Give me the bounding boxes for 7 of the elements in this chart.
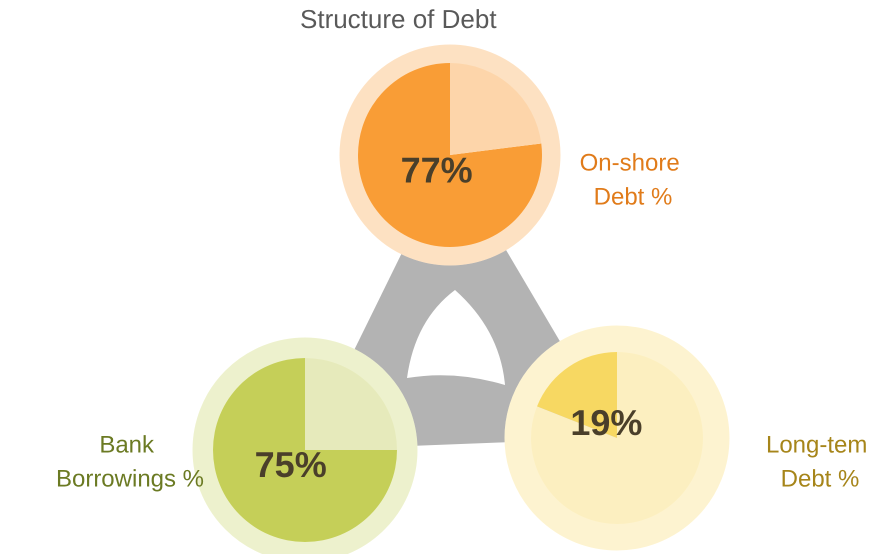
- text: Bank Borrowings %: [56, 432, 204, 492]
- text: Long-tem Debt %: [766, 432, 874, 492]
- text: On-shore Debt %: [580, 150, 686, 210]
- data-label: 77%: [400, 150, 473, 191]
- data-label: 19%: [570, 402, 642, 443]
- data-label: 75%: [254, 444, 327, 485]
- chart-title: Structure of Debt: [300, 4, 498, 34]
